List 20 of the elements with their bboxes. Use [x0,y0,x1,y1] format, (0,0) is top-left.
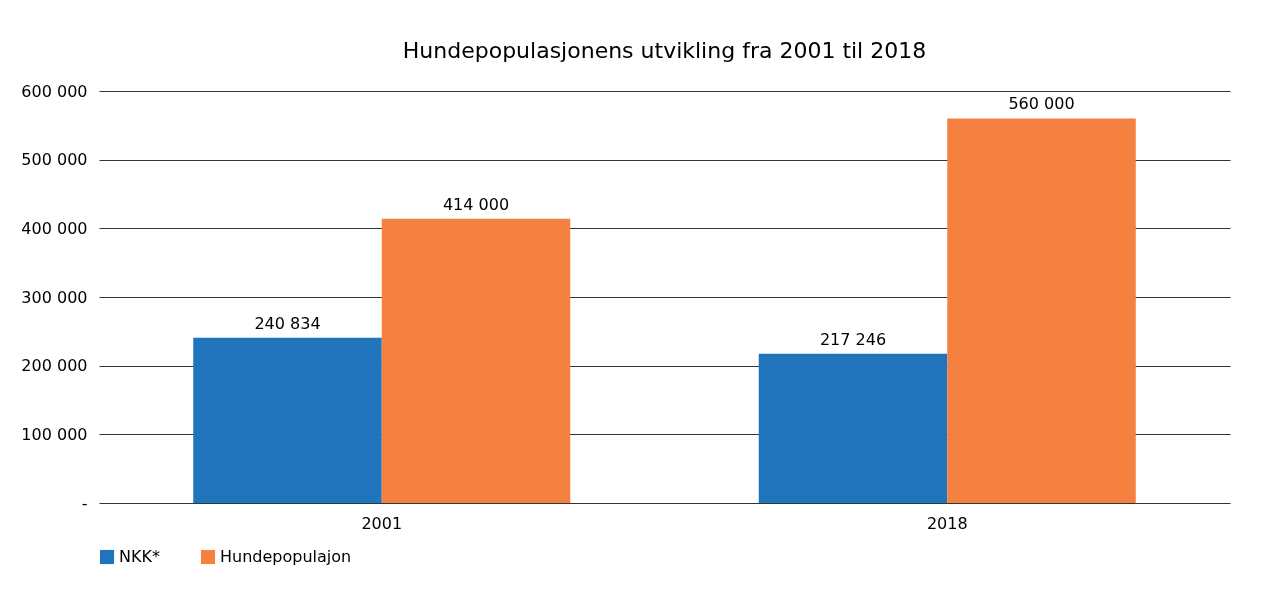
x-tick-label: 2018 [926,513,968,533]
y-tick-label: 300 000 [21,287,88,307]
data-label: 217 246 [819,329,887,349]
chart-title: Hundepopulasjonens utvikling fra 2001 til 2018 [402,38,927,63]
y-tick-label: 600 000 [21,81,88,101]
data-label: 414 000 [442,194,510,214]
bar [193,337,382,503]
bar [381,218,571,503]
legend-label: Hundepopulajon [220,547,352,566]
x-tick-label: 2001 [361,513,403,533]
y-tick-label: 100 000 [21,424,88,444]
bar [758,353,948,503]
legend-label: NKK* [119,547,160,566]
y-tick-label: 500 000 [21,150,88,170]
data-label: 560 000 [1008,94,1075,114]
y-tick-label: - [81,493,88,513]
y-tick-label: 400 000 [21,218,88,238]
y-tick-label: 200 000 [21,356,88,376]
bar [947,118,1136,503]
data-label: 240 834 [254,313,321,333]
